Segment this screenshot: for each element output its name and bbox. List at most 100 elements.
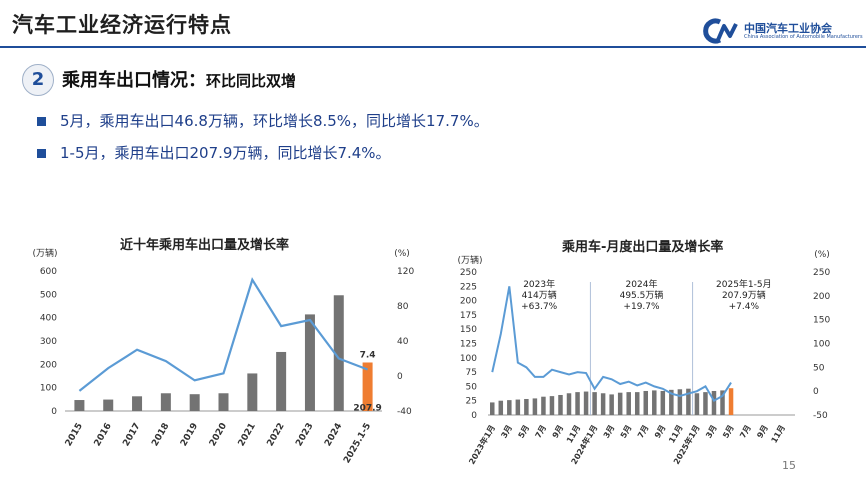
chart2-y-tick: 75	[466, 368, 477, 378]
chart2-bar	[583, 391, 589, 415]
chart2-growth-line	[491, 286, 732, 403]
chart1-y2-tick: 80	[397, 302, 409, 312]
chart1-growth-line	[78, 277, 368, 392]
slide-header: 汽车工业经济运行特点 中国汽车工业协会 China Association of…	[0, 0, 866, 46]
chart1-x-tick: 2025.1-5	[342, 422, 373, 466]
chart2-bar	[558, 394, 563, 415]
chart2-annotation: 2024年	[626, 278, 658, 290]
chart2-x-tick: 11月	[667, 424, 684, 445]
chart1-y-tick: 300	[40, 337, 57, 347]
chart1-y2-tick: 40	[397, 337, 409, 347]
chart1-y2-tick: 120	[397, 267, 414, 277]
chart1: (万辆) (%) 0 100 200 300 400 500 600 -40 0 40 80 120 201…	[32, 247, 414, 466]
chart1-x-tick: 2018	[150, 422, 171, 449]
chart2-x-tick: 5月	[721, 424, 736, 440]
chart2-bar	[515, 399, 521, 415]
chart2-bar	[524, 398, 529, 415]
chart1-y-tick: 200	[40, 360, 57, 370]
section-title-sub: 环比同比双增	[206, 72, 297, 90]
chart1-x-tick: 2016	[93, 422, 114, 449]
chart1-x-tick: 2024	[323, 422, 344, 449]
chart2-bar	[643, 390, 649, 415]
chart2-y2-tick: 250	[813, 268, 830, 278]
chart2-y-tick: 125	[460, 340, 477, 350]
chart1-annotation: 7.4	[360, 351, 376, 361]
chart2-bar	[703, 392, 708, 415]
page-number: 15	[782, 459, 796, 472]
chart1-bar	[333, 295, 344, 411]
bullet-text-1: 5月，乘用车出口46.8万辆，环比增长8.5%，同比增长17.7%。	[60, 112, 489, 130]
chart2-annotation: 2025年1-5月	[716, 278, 772, 290]
chart2-y-tick: 150	[460, 325, 477, 335]
chart2-y-tick: 175	[460, 311, 477, 321]
chart2-x-tick: 3月	[602, 424, 617, 440]
chart2-bar	[490, 402, 495, 415]
chart2-bar	[592, 392, 597, 415]
chart2-annotation: 207.9万辆	[722, 289, 766, 301]
chart1-x-tick: 2015	[64, 422, 85, 449]
chart1-y-tick: 500	[40, 290, 57, 300]
chart2-y2-tick: 50	[813, 363, 825, 373]
chart1-y2-tick: -40	[397, 407, 412, 417]
chart2-y2-axis-label: (%)	[814, 250, 830, 260]
chart2-bar	[694, 393, 700, 415]
chart2-y2-tick: -50	[813, 411, 828, 421]
chart2-x-tick: 7月	[636, 424, 651, 440]
chart2-y2-tick: 100	[813, 340, 830, 350]
chart1-bar	[304, 314, 315, 411]
chart2-bar	[541, 396, 546, 415]
chart2-x-tick: 3月	[499, 424, 514, 440]
chart2-x-tick: 9月	[755, 424, 770, 440]
chart1-y-axis-label: (万辆)	[32, 247, 57, 259]
chart2-x-tick: 5月	[517, 424, 532, 440]
chart1-bar	[247, 373, 258, 411]
chart2-bar	[677, 389, 683, 415]
chart2-bar	[566, 393, 572, 415]
section-title: 乘用车出口情况：环比同比双增	[62, 66, 296, 92]
bullet-icon	[37, 149, 46, 158]
bullet-text-2: 1-5月，乘用车出口207.9万辆，同比增长7.4%。	[60, 144, 391, 162]
chart1-annotation: 207.9	[353, 403, 381, 413]
section-number: 2	[22, 64, 54, 96]
chart2-y2-tick: 200	[813, 292, 830, 302]
chart2-bar	[498, 400, 504, 415]
header-divider	[0, 46, 866, 48]
chart2-annotation: 414万辆	[522, 289, 557, 301]
chart2-y-tick: 250	[460, 268, 477, 278]
chart1-y-tick: 400	[40, 314, 57, 324]
chart2-x-tick: 9月	[653, 424, 668, 440]
chart2-annotation: 495.5万辆	[620, 289, 664, 301]
chart2-x-tick: 7月	[738, 424, 753, 440]
chart2-bar	[669, 389, 674, 415]
chart1-bar	[218, 393, 229, 411]
chart2-y-tick: 25	[466, 397, 477, 407]
chart1-bar	[103, 399, 114, 411]
chart2-bar	[660, 390, 666, 415]
chart2-bar	[507, 400, 512, 415]
chart1-bar	[132, 396, 143, 411]
chart2-title: 乘用车-月度出口量及增长率	[562, 240, 724, 255]
chart1-title: 近十年乘用车出口量及增长率	[120, 238, 290, 253]
logo-subtext: China Association of Automobile Manufact…	[744, 34, 863, 40]
chart2-y-tick: 0	[471, 411, 477, 421]
chart2-bar	[575, 392, 580, 415]
chart2-annotation: 2023年	[523, 278, 555, 290]
chart2-y2-tick: 150	[813, 316, 830, 326]
chart2-y-tick: 225	[460, 282, 477, 292]
logo-text: 中国汽车工业协会	[744, 22, 832, 35]
chart2-bar	[686, 388, 691, 415]
chart2-x-tick: 9月	[551, 424, 566, 440]
chart2-y-tick: 100	[460, 354, 477, 364]
chart1-bar	[276, 351, 287, 411]
bullet-icon	[37, 117, 46, 126]
chart2-bar	[634, 392, 640, 415]
chart1-y2-axis-label: (%)	[394, 249, 410, 259]
chart1-y-tick: 100	[40, 384, 57, 394]
chart2-x-tick: 7月	[534, 424, 549, 440]
chart2-bar	[549, 396, 555, 415]
chart2-bar	[609, 394, 614, 415]
chart1-y2-tick: 0	[397, 372, 403, 382]
logo-icon	[703, 18, 738, 44]
chart1-x-tick: 2021	[237, 422, 258, 449]
chart1-bar	[74, 400, 85, 411]
